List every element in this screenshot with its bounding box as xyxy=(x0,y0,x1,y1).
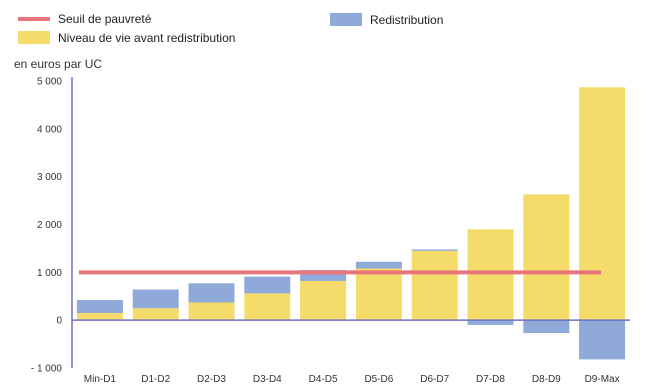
legend: Seuil de pauvreté Redistribution Niveau … xyxy=(18,12,443,45)
legend-label-standard-of-living: Niveau de vie avant redistribution xyxy=(58,31,235,45)
x-tick-label: Min-D1 xyxy=(84,374,117,385)
y-axis-ticks: 5 000 4 000 3 000 2 000 1 000 0 - 1 000 xyxy=(31,77,63,375)
bar-redistribution xyxy=(76,300,123,313)
legend-swatch-redistribution xyxy=(330,13,362,26)
y-tick-label: 3 000 xyxy=(37,172,62,183)
bar-standard-of-living xyxy=(244,293,291,321)
bar-standard-of-living xyxy=(76,312,123,321)
x-tick-label: D4-D5 xyxy=(309,374,338,385)
y-tick-label: 0 xyxy=(56,316,62,327)
x-tick-label: D7-D8 xyxy=(476,374,505,385)
bar-standard-of-living xyxy=(523,194,570,321)
bar-redistribution xyxy=(579,320,626,360)
legend-label-poverty-line: Seuil de pauvreté xyxy=(58,12,152,26)
bar-standard-of-living xyxy=(188,302,235,321)
bar-redistribution xyxy=(411,249,458,251)
x-tick-label: D8-D9 xyxy=(532,374,561,385)
x-tick-label: D3-D4 xyxy=(253,374,282,385)
axes xyxy=(71,77,630,368)
bar-standard-of-living xyxy=(355,268,402,321)
y-tick-label: - 1 000 xyxy=(31,364,63,375)
x-tick-label: D6-D7 xyxy=(420,374,449,385)
bar-standard-of-living xyxy=(300,280,347,321)
x-tick-label: D5-D6 xyxy=(364,374,393,385)
y-tick-label: 4 000 xyxy=(37,124,62,135)
bar-redistribution xyxy=(467,320,514,325)
bars xyxy=(76,87,626,360)
bar-standard-of-living xyxy=(579,87,626,321)
bar-redistribution xyxy=(523,320,570,334)
bar-redistribution xyxy=(244,276,291,294)
legend-swatch-poverty-line xyxy=(18,17,50,21)
x-tick-label: D9-Max xyxy=(585,374,620,385)
legend-label-redistribution: Redistribution xyxy=(370,13,443,27)
y-tick-label: 5 000 xyxy=(37,77,62,88)
x-tick-label: D2-D3 xyxy=(197,374,226,385)
bar-redistribution xyxy=(132,289,179,309)
x-tick-label: D1-D2 xyxy=(141,374,170,385)
y-unit-label: en euros par UC xyxy=(14,57,102,71)
bar-standard-of-living xyxy=(411,250,458,321)
bar-redistribution xyxy=(188,283,235,303)
y-tick-label: 1 000 xyxy=(37,268,62,279)
bar-standard-of-living xyxy=(467,229,514,321)
bar-redistribution xyxy=(300,269,347,281)
x-axis-ticks: Min-D1 D1-D2 D2-D3 D3-D4 D4-D5 D5-D6 D6-D7 D7-D… xyxy=(84,374,620,385)
legend-swatch-standard-of-living xyxy=(18,31,50,44)
bar-redistribution xyxy=(355,261,402,269)
bar-standard-of-living xyxy=(132,308,179,321)
y-tick-label: 2 000 xyxy=(37,220,62,231)
